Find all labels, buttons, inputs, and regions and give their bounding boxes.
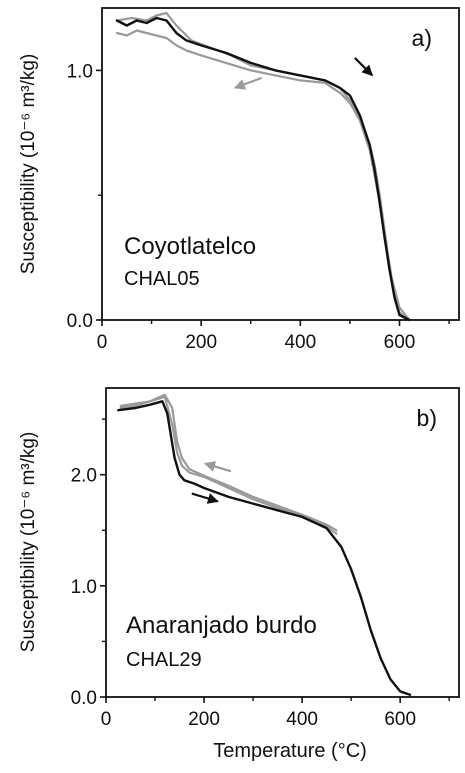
- x-tick-label-a-0: 0: [97, 332, 108, 353]
- series-group-a: [115, 11, 411, 322]
- panel-label-a: a): [412, 25, 432, 51]
- ticks-group-a: 0 200 400 600 0.0 1.0: [67, 61, 450, 353]
- plot-frame-a: [101, 7, 460, 321]
- series-group-b: [117, 393, 412, 696]
- series-line-b-2: [117, 400, 412, 696]
- x-tick-label-b-0: 0: [101, 709, 112, 730]
- series-line-a-2: [115, 16, 411, 322]
- direction-arrow-b-0: [203, 461, 232, 473]
- direction-arrow-a-1: [354, 57, 374, 77]
- annotation-sub-a: CHAL05: [124, 268, 200, 290]
- annotation-sub-b: CHAL29: [126, 649, 202, 671]
- arrows-group-b: [191, 461, 232, 504]
- y-tick-label-b-0: 0.0: [71, 688, 97, 709]
- y-tick-label-b-2: 2.0: [71, 466, 97, 487]
- x-axis-label-b: Temperature (°C): [213, 740, 367, 762]
- series-line-b-0: [119, 395, 338, 532]
- y-tick-label-a-0: 0.0: [67, 311, 93, 332]
- arrows-group-a: [233, 57, 374, 90]
- y-axis-label-a: Susceptibility (10⁻⁶ m³/kg): [18, 54, 39, 275]
- x-tick-label-b-1: 200: [188, 709, 220, 730]
- annotation-main-a: Coyotlatelco: [124, 233, 256, 260]
- annotation-main-b: Anaranjado burdo: [126, 612, 317, 639]
- x-tick-label-a-2: 400: [284, 332, 316, 353]
- y-tick-label-b-1: 1.0: [71, 577, 97, 598]
- panel-label-b: b): [417, 405, 437, 431]
- x-tick-label-b-2: 400: [286, 709, 318, 730]
- ticks-group-b: 0 200 400 600 0.0 1.0 2.0: [71, 418, 450, 730]
- y-axis-label-b: Susceptibility (10⁻⁶ m³/kg): [18, 432, 39, 653]
- x-tick-label-a-3: 600: [384, 332, 416, 353]
- series-line-b-1: [119, 393, 338, 535]
- x-tick-label-a-1: 200: [185, 332, 217, 353]
- plot-frame-b: [105, 387, 460, 698]
- direction-arrow-b-1: [191, 492, 219, 504]
- direction-arrow-a-0: [233, 76, 263, 90]
- x-tick-label-b-3: 600: [384, 709, 416, 730]
- y-tick-label-a-1: 1.0: [67, 61, 93, 82]
